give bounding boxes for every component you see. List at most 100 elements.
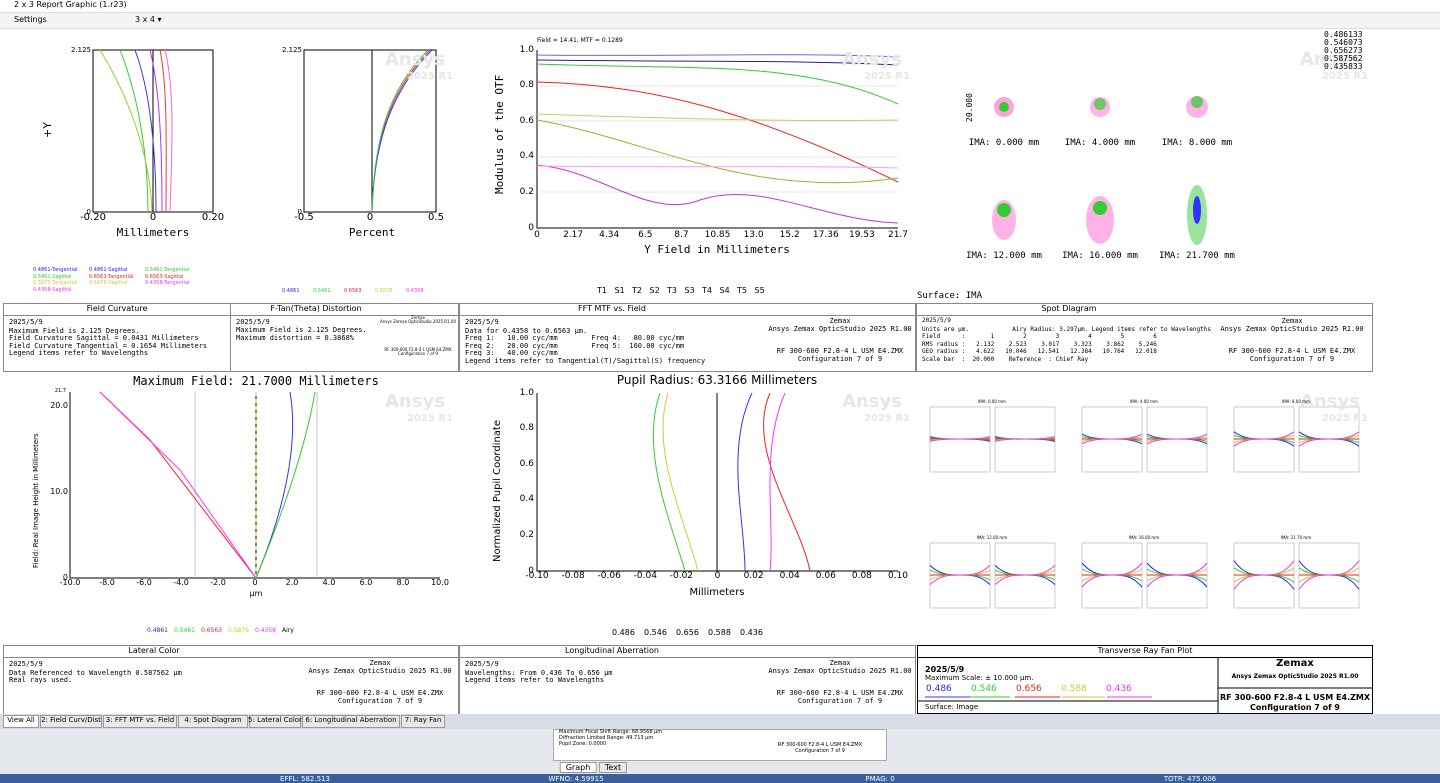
fan-curve bbox=[1233, 434, 1295, 444]
legend-entry: 0.4358 bbox=[255, 627, 276, 634]
x-tick-label: 15.2 bbox=[779, 230, 800, 240]
x-axis-label: Y Field in Millimeters bbox=[644, 243, 790, 256]
tab[interactable] bbox=[103, 715, 177, 728]
chart-title: Maximum Field: 21.7000 Millimeters bbox=[133, 374, 379, 388]
legend-entry: 0.588 bbox=[1061, 684, 1087, 694]
x-tick-label: -0.20 bbox=[80, 212, 106, 223]
spot-label: IMA: 12.000 mm bbox=[966, 251, 1042, 261]
info-line: Legend items refer to Wavelengths bbox=[465, 676, 605, 684]
legend-entry: 0.588 bbox=[708, 628, 731, 637]
fan-curve bbox=[1233, 434, 1295, 444]
legend-entry: 0.546073 bbox=[1324, 38, 1363, 47]
preview-tab[interactable]: Text bbox=[598, 762, 628, 774]
info-line: Surface: Image bbox=[925, 703, 979, 711]
legend-entry: Airy bbox=[282, 627, 294, 634]
info-side: RF 300-600 F2.8-4 L USM E4.ZMX bbox=[776, 347, 904, 355]
box-title: Spot Diagram bbox=[1041, 304, 1097, 313]
x-tick-label: 8.7 bbox=[674, 230, 689, 240]
info-line: RMS radius : 2.132 2.523 3.017 3.323 3.8… bbox=[922, 340, 1157, 348]
tab-label[interactable]: 6: Longitudinal Aberration bbox=[305, 716, 397, 724]
tab[interactable] bbox=[3, 715, 39, 728]
fan-curve bbox=[929, 437, 991, 441]
spot bbox=[1193, 196, 1201, 224]
info-side: Ansys Zemax OpticStudio 2025 R1.00 bbox=[768, 325, 912, 333]
y-axis-label: Field: Real Image Height in Millimeters bbox=[32, 433, 40, 568]
info-side: Configuration 7 of 9 bbox=[1250, 703, 1340, 712]
tab[interactable] bbox=[302, 715, 400, 728]
tab-label[interactable]: 3: FFT MTF vs. Field bbox=[105, 716, 175, 724]
spot-label: IMA: 16.000 mm bbox=[1062, 251, 1138, 261]
fan-curve bbox=[1233, 560, 1295, 590]
window-title: 2 x 3 Report Graphic (1.r23) bbox=[14, 0, 127, 9]
spot bbox=[1191, 96, 1203, 108]
fan-curve bbox=[1298, 431, 1360, 447]
x-tick-label: 0 bbox=[714, 571, 721, 581]
chart-title: Pupil Radius: 63.3166 Millimeters bbox=[616, 373, 818, 387]
curve bbox=[99, 391, 257, 579]
fan-curve bbox=[929, 565, 991, 585]
status-bar bbox=[0, 774, 1440, 783]
fan-curve bbox=[994, 565, 1056, 585]
fan-curve bbox=[1298, 434, 1360, 444]
preview-tab[interactable]: Graph bbox=[559, 762, 597, 774]
watermark: Ansys bbox=[1300, 49, 1360, 70]
y-tick-label: 0.6 bbox=[519, 115, 534, 126]
fan-curve bbox=[1298, 560, 1360, 590]
tab-label[interactable]: View All bbox=[7, 716, 35, 724]
layout-button[interactable]: 3 x 4 ▾ bbox=[135, 15, 162, 24]
x-tick-label: 0 bbox=[252, 578, 258, 587]
info-side: Ansys Zemax OpticStudio 2025 R1.00 bbox=[768, 667, 912, 675]
info-line: Maximum distortion = 0.3868% bbox=[236, 334, 355, 342]
tab-label[interactable]: 5: Lateral Color bbox=[248, 716, 302, 724]
tab-label[interactable]: 2: Field Curv/Dist bbox=[41, 716, 101, 724]
info-line: 2025/5/9 bbox=[922, 317, 951, 324]
info-line: Data for 0.4358 to 0.6563 µm. bbox=[465, 326, 588, 335]
spot bbox=[1094, 98, 1106, 110]
x-tick-label: 10.0 bbox=[431, 578, 449, 587]
watermark: Ansys bbox=[1300, 391, 1360, 412]
spot-label: IMA: 0.000 mm bbox=[968, 138, 1040, 148]
status-item: TOTR: 475.006 bbox=[1163, 775, 1217, 783]
x-tick-label: 0.04 bbox=[779, 571, 800, 581]
legend-entry: 0.546 bbox=[644, 628, 667, 637]
settings-button[interactable]: Settings bbox=[14, 15, 47, 24]
y-axis-label: Modulus of the OTF bbox=[493, 74, 506, 194]
curve bbox=[769, 392, 786, 572]
legend-entry: 0.435833 bbox=[1324, 62, 1363, 71]
box-title: Field Curvature bbox=[86, 304, 148, 313]
fan-curve bbox=[1081, 433, 1143, 445]
tab-label[interactable]: 7: Ray Fan bbox=[404, 716, 442, 724]
y-tick-label: 0.6 bbox=[519, 458, 534, 469]
status-item: WFNO: 4.59915 bbox=[548, 775, 604, 783]
x-tick-label: 0.5 bbox=[428, 212, 444, 223]
tab[interactable] bbox=[40, 715, 102, 728]
legend-entry: S2 bbox=[649, 286, 660, 295]
curve bbox=[662, 392, 699, 572]
x-tick-label: -0.04 bbox=[633, 571, 657, 581]
tab[interactable] bbox=[401, 715, 445, 728]
box-title: Transverse Ray Fan Plot bbox=[1097, 646, 1193, 655]
spot bbox=[1186, 96, 1208, 118]
y-tick-label: 21.7 bbox=[54, 388, 66, 394]
fan-curve bbox=[1081, 568, 1143, 582]
tab-label[interactable]: 4: Spot Diagram bbox=[184, 716, 242, 724]
info-side: Configuration 7 of 9 bbox=[337, 697, 423, 705]
curve bbox=[149, 49, 163, 213]
x-tick-label: -0.08 bbox=[561, 571, 585, 581]
legend-entry: 0.4358-Sagittal bbox=[33, 286, 72, 293]
fan-curve bbox=[1081, 562, 1143, 588]
x-tick-label: -0.10 bbox=[525, 571, 549, 581]
x-tick-label: 19.53 bbox=[849, 230, 875, 240]
curve bbox=[164, 49, 173, 213]
tab[interactable] bbox=[249, 715, 301, 728]
tab[interactable] bbox=[178, 715, 248, 728]
info-side: RF 300-600 F2.8-4 L USM E4.ZMX bbox=[316, 689, 444, 697]
fan-curve bbox=[929, 437, 991, 441]
x-axis-label: Millimeters bbox=[116, 226, 190, 239]
info-line: Wavelengths: From 0.436 To 0.656 µm bbox=[465, 668, 613, 677]
legend-entry: 0.5876-Sagittal bbox=[89, 280, 128, 286]
legend-entry: S1 bbox=[614, 286, 625, 295]
box-title: F-Tan(Theta) Distortion bbox=[270, 304, 362, 313]
info-side: Ansys Zemax OpticStudio 2025 R1.00 bbox=[1220, 325, 1364, 333]
x-tick-label: -0.02 bbox=[669, 571, 694, 581]
